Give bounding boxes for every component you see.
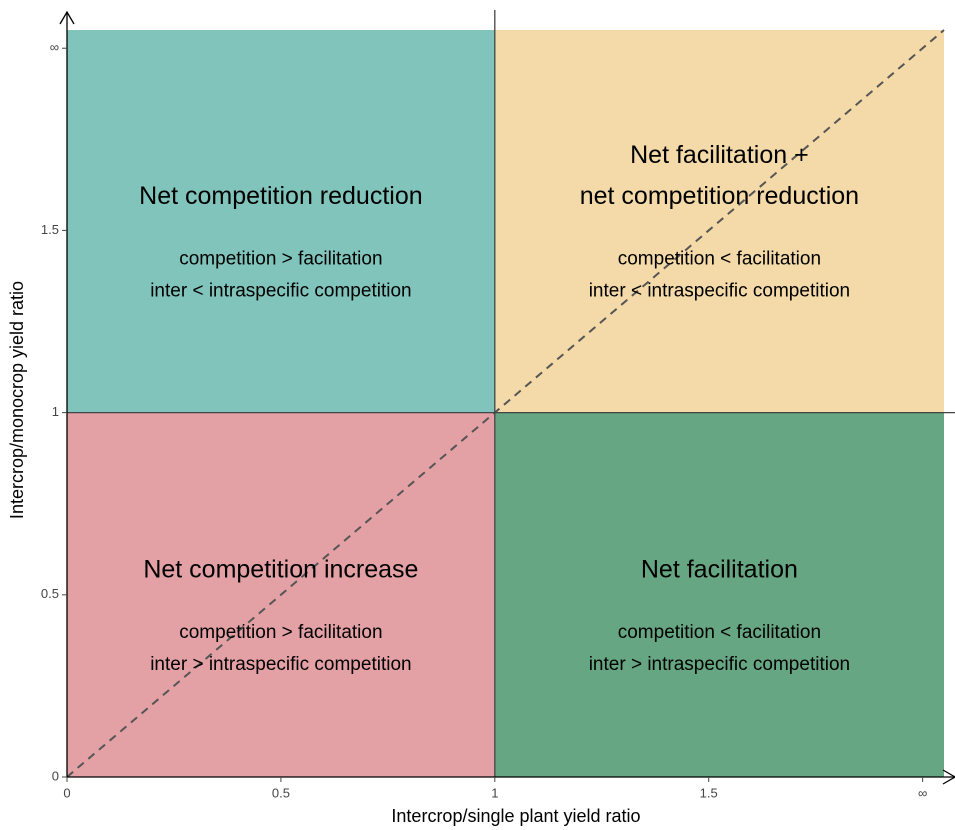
region-title: Net competition increase (143, 555, 418, 583)
region-text: competition > facilitation (179, 248, 382, 269)
x-axis-label: Intercrop/single plant yield ratio (391, 806, 640, 826)
region-text: inter > intraspecific competition (589, 654, 850, 675)
y-axis-label: Intercrop/monocrop yield ratio (7, 281, 27, 519)
y-axis-arrow (59, 10, 75, 25)
y-tick-label: 0.5 (41, 586, 59, 601)
region-title: Net competition reduction (139, 182, 422, 210)
y-tick-label: 1 (52, 404, 59, 419)
region-title: Net facilitation + (630, 141, 809, 169)
y-tick-label: 0 (52, 768, 59, 783)
region-text: inter > intraspecific competition (150, 654, 411, 675)
y-tick-label: ∞ (50, 40, 59, 55)
x-tick-label: 1.5 (700, 785, 718, 800)
diagonal-line (66, 29, 945, 778)
region-text: competition > facilitation (179, 622, 382, 643)
region-text: inter < intraspecific competition (150, 280, 411, 301)
x-axis-arrow (942, 769, 955, 785)
x-tick-label: 0.5 (272, 785, 290, 800)
region-text: competition < facilitation (618, 248, 821, 269)
region (67, 30, 495, 413)
region-title: net competition reduction (580, 182, 859, 210)
region-text: inter < intraspecific competition (589, 280, 850, 301)
x-tick-label: 1 (491, 785, 498, 800)
y-tick-label: 1.5 (41, 222, 59, 237)
x-tick-label: ∞ (918, 785, 927, 800)
region-title: Net facilitation (641, 555, 798, 583)
x-tick-label: 0 (63, 785, 70, 800)
region-text: competition < facilitation (618, 622, 821, 643)
region (494, 412, 944, 777)
